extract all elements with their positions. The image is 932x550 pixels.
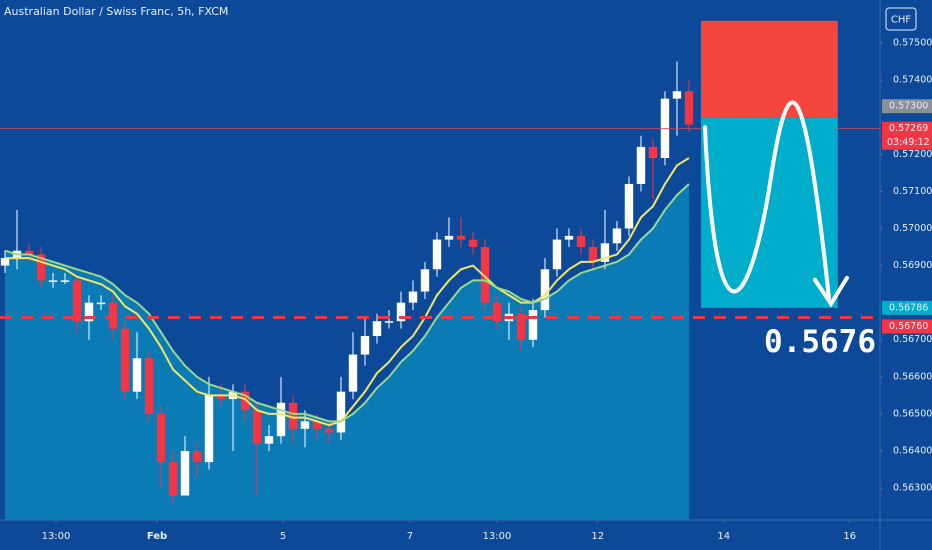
candle-body bbox=[204, 395, 214, 463]
x-tick-label: 14 bbox=[717, 531, 730, 542]
candle-body bbox=[384, 321, 394, 323]
candle-body bbox=[156, 413, 166, 463]
candle-body bbox=[456, 235, 466, 240]
candle-body bbox=[492, 302, 502, 322]
target-label-box bbox=[882, 300, 932, 315]
y-tick-label: 0.56600 bbox=[893, 371, 932, 382]
candle-body bbox=[288, 402, 298, 429]
candle-body bbox=[684, 91, 694, 125]
candle-body bbox=[624, 183, 634, 229]
level-label-box bbox=[882, 319, 932, 334]
candle-body bbox=[192, 451, 202, 463]
last-price-label: 0.57269 bbox=[889, 123, 928, 134]
candle-body bbox=[84, 302, 94, 322]
candle-body bbox=[252, 410, 262, 444]
candle-body bbox=[264, 436, 274, 444]
y-tick-label: 0.56300 bbox=[893, 483, 932, 494]
candle-body bbox=[36, 254, 46, 281]
candle-body bbox=[216, 395, 226, 400]
candle-body bbox=[72, 280, 82, 322]
candle-body bbox=[636, 146, 646, 184]
x-tick-label: 5 bbox=[280, 531, 286, 542]
currency: CHF bbox=[891, 15, 912, 26]
candle-body bbox=[564, 235, 574, 240]
indicator-line bbox=[4, 183, 690, 423]
candle-body bbox=[648, 146, 658, 159]
candle-body bbox=[60, 280, 70, 282]
candle-body bbox=[120, 328, 130, 392]
forecast-arrowhead bbox=[812, 275, 849, 308]
candle-body bbox=[48, 280, 58, 282]
candle-body bbox=[168, 462, 178, 496]
candle-body bbox=[0, 258, 10, 266]
candle-body bbox=[612, 228, 622, 244]
plot-area bbox=[0, 61, 694, 520]
candle-body bbox=[360, 336, 370, 355]
candle-body bbox=[144, 358, 154, 414]
level-label: 0.56760 bbox=[889, 321, 928, 332]
y-tick-label: 0.57200 bbox=[893, 149, 932, 160]
chart-title: Australian Dollar / Swiss Franc, 5h, FXC… bbox=[4, 5, 228, 18]
candle-body bbox=[516, 313, 526, 340]
candle-body bbox=[540, 269, 550, 311]
candle-body bbox=[420, 269, 430, 292]
candle-body bbox=[324, 428, 334, 433]
y-tick-label: 0.57100 bbox=[893, 186, 932, 197]
candle-body bbox=[396, 302, 406, 322]
candle-body bbox=[132, 358, 142, 392]
target-label: 0.56786 bbox=[889, 302, 928, 313]
y-tick-label: 0.56900 bbox=[893, 260, 932, 271]
candle-body bbox=[576, 235, 586, 248]
candle-body bbox=[672, 91, 682, 99]
y-tick-label: 0.56700 bbox=[893, 334, 932, 345]
candle-body bbox=[348, 354, 358, 392]
indicator-line bbox=[5, 157, 690, 427]
forecast-curve bbox=[702, 100, 831, 300]
x-tick-label: 12 bbox=[591, 531, 604, 542]
y-tick-label: 0.56400 bbox=[893, 446, 932, 457]
x-tick-label: 7 bbox=[407, 531, 413, 542]
candle-body bbox=[336, 391, 346, 433]
candle-body bbox=[480, 247, 490, 303]
candle-body bbox=[552, 239, 562, 270]
candle-body bbox=[528, 310, 538, 340]
indicator-area bbox=[5, 183, 689, 520]
y-tick-label: 0.57500 bbox=[893, 38, 932, 49]
currency-box bbox=[885, 7, 917, 31]
last-price-box bbox=[882, 121, 932, 150]
x-tick-label: 13:00 bbox=[483, 531, 512, 542]
level-annotation: 0.5676 bbox=[764, 324, 876, 360]
candle-body bbox=[312, 421, 322, 429]
x-tick-label: Feb bbox=[147, 531, 167, 542]
candle-body bbox=[276, 402, 286, 437]
stop-zone bbox=[700, 20, 838, 118]
candle-body bbox=[108, 302, 118, 329]
x-tick-label: 13:00 bbox=[42, 531, 71, 542]
entry-label-box bbox=[882, 99, 932, 114]
entry-label: 0.57300 bbox=[889, 101, 928, 112]
candle-body bbox=[408, 291, 418, 303]
candle-body bbox=[432, 239, 442, 270]
candle-body bbox=[444, 235, 454, 240]
candle-body bbox=[180, 451, 190, 496]
y-tick-label: 0.57000 bbox=[893, 223, 932, 234]
candle-body bbox=[600, 243, 610, 262]
candle-body bbox=[96, 302, 106, 305]
candle-body bbox=[240, 391, 250, 411]
candle-body bbox=[468, 239, 478, 248]
candle-body bbox=[24, 250, 34, 255]
y-tick-label: 0.56500 bbox=[893, 408, 932, 419]
countdown: 03:49:12 bbox=[887, 137, 930, 148]
candle-body bbox=[300, 421, 310, 429]
x-tick-label: 16 bbox=[843, 531, 856, 542]
candle-body bbox=[372, 321, 382, 337]
candle-body bbox=[588, 247, 598, 262]
y-tick-label: 0.57400 bbox=[893, 75, 932, 86]
